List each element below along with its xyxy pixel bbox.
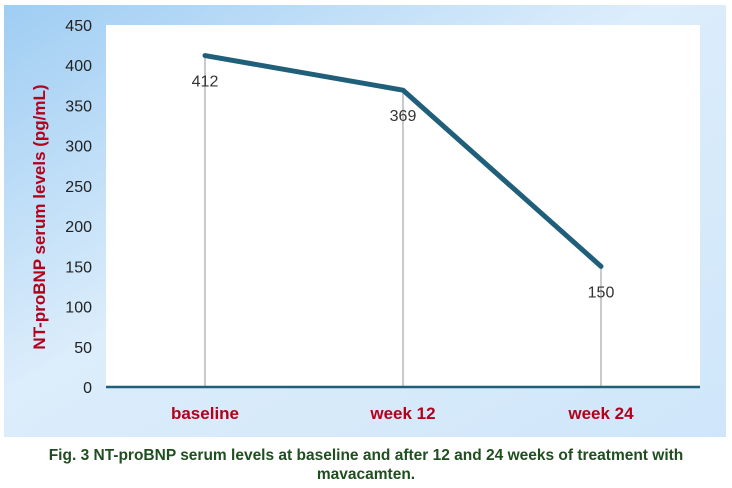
caption-line-1: Fig. 3 NT-proBNP serum levels at baselin… [48, 447, 684, 464]
data-label: 150 [588, 284, 615, 301]
y-tick-label: 100 [65, 300, 92, 317]
figure-caption: Fig. 3 NT-proBNP serum levels at baselin… [0, 446, 732, 484]
line-chart: 0 50 100 150 200 250 300 350 400 450 412 baseline 3… [4, 5, 726, 437]
data-label: 369 [390, 108, 417, 125]
x-category-label: week 24 [567, 404, 634, 423]
caption-line-2: mavacamten. [316, 466, 416, 483]
x-category-label: baseline [171, 404, 239, 423]
y-tick-label: 250 [65, 179, 92, 196]
data-label: 412 [192, 74, 219, 91]
y-tick-label: 350 [65, 98, 92, 115]
y-axis-title: NT-proBNP serum levels (pg/mL) [30, 84, 49, 349]
y-tick-label: 450 [65, 18, 92, 35]
y-tick-label: 50 [74, 340, 92, 357]
y-tick-label: 400 [65, 58, 92, 75]
chart-container: 0 50 100 150 200 250 300 350 400 450 412 baseline 3… [4, 5, 726, 437]
y-tick-label: 200 [65, 219, 92, 236]
series-line [202, 53, 604, 269]
x-category-label: week 12 [369, 404, 435, 423]
y-tick-label: 150 [65, 259, 92, 276]
y-tick-label: 0 [83, 380, 92, 397]
y-tick-label: 300 [65, 139, 92, 156]
